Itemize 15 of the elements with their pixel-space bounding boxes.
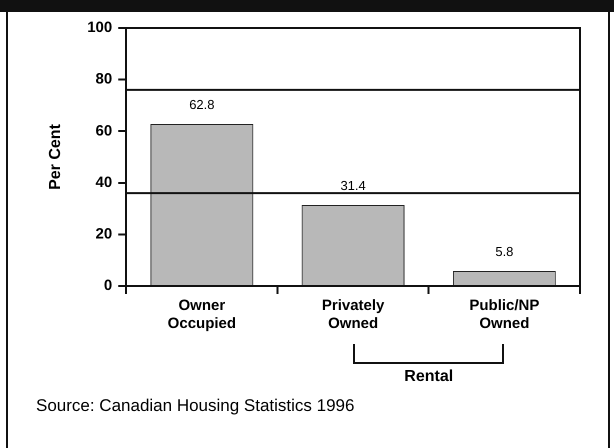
- y-tick-label: 0: [104, 277, 112, 294]
- x-tick-label: Public/NP Owned: [469, 297, 540, 332]
- text: Rental: [404, 368, 454, 386]
- y-tick-label: 20: [96, 226, 112, 243]
- data-label: 31.4: [340, 178, 366, 194]
- y-axis-title: Per Cent: [47, 123, 64, 190]
- y-tick-label: 100: [87, 19, 112, 36]
- y-tick-label: 60: [96, 122, 112, 140]
- source-note: Source: Canadian Housing Statistics 1996: [36, 396, 354, 416]
- data-label: 62.8: [189, 97, 215, 112]
- x-tick-label: Owner Occupied: [168, 297, 236, 332]
- x-tick-label: Privately Owned: [322, 297, 386, 332]
- y-tick-label: 40: [96, 174, 112, 191]
- data-label: 5.8: [495, 244, 514, 260]
- y-tick-label: 80: [96, 70, 112, 88]
